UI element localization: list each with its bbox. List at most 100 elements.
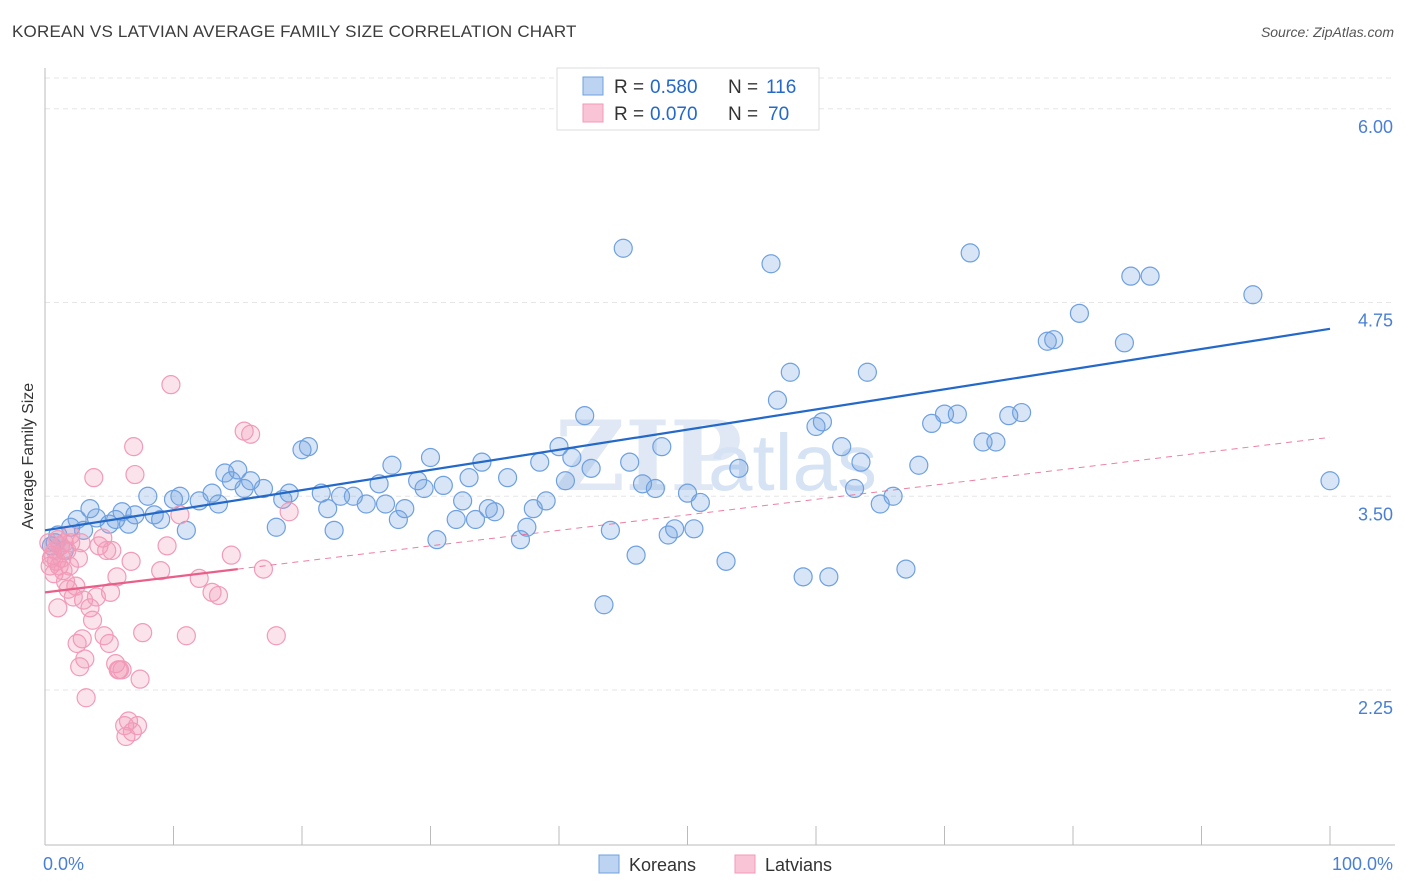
stats-legend: R = 0.580 N = 116 R = 0.070 N = 70 bbox=[556, 67, 820, 131]
korean-point bbox=[414, 478, 434, 499]
korean-point bbox=[324, 520, 344, 540]
y-tick-label: 2.25 bbox=[1358, 698, 1393, 718]
korean-point bbox=[485, 502, 505, 522]
latvian-point bbox=[54, 533, 74, 553]
korean-point bbox=[395, 499, 415, 519]
korean-n-label: N = bbox=[728, 77, 758, 98]
latvian-point bbox=[107, 567, 127, 587]
latvian-point bbox=[266, 626, 286, 646]
korean-point bbox=[536, 491, 556, 511]
korean-point bbox=[453, 491, 473, 511]
korean-point bbox=[356, 494, 376, 514]
korean-n-value: 116 bbox=[766, 77, 796, 98]
axes bbox=[44, 68, 1395, 846]
latvian-point bbox=[121, 551, 141, 571]
latvian-r-value: 0.070 bbox=[650, 104, 698, 125]
legend-koreans-swatch bbox=[598, 854, 620, 874]
latvian-r-label: R = bbox=[614, 104, 644, 125]
korean-point bbox=[433, 475, 453, 495]
latvian-point bbox=[99, 633, 119, 654]
korean-point bbox=[555, 471, 576, 491]
korean-r-value: 0.580 bbox=[650, 77, 698, 98]
korean-point bbox=[761, 254, 781, 274]
korean-point bbox=[382, 455, 402, 475]
korean-point bbox=[960, 243, 980, 263]
latvian-point bbox=[130, 669, 150, 689]
watermark-atlas: atlas bbox=[708, 418, 877, 507]
latvian-point bbox=[122, 722, 142, 742]
korean-point bbox=[388, 509, 408, 530]
latvian-point bbox=[133, 623, 153, 643]
latvian-n-value: 70 bbox=[768, 104, 789, 125]
korean-point bbox=[896, 559, 916, 579]
korean-point bbox=[1044, 330, 1064, 350]
x-tick-label-min: 0.0% bbox=[43, 854, 84, 874]
y-tick-labels: 2.25 3.50 4.75 6.00 bbox=[1358, 117, 1393, 718]
korean-point bbox=[1114, 333, 1135, 353]
korean-point bbox=[600, 520, 621, 540]
chart-title: KOREAN VS LATVIAN AVERAGE FAMILY SIZE CO… bbox=[12, 22, 577, 41]
korean-point bbox=[562, 447, 582, 468]
latvian-point bbox=[75, 649, 95, 669]
korean-point bbox=[1320, 471, 1340, 491]
latvian-point bbox=[48, 598, 68, 618]
korean-point bbox=[1037, 331, 1057, 351]
korean-point bbox=[517, 517, 537, 537]
korean-point bbox=[883, 486, 903, 506]
latvian-point bbox=[124, 437, 144, 457]
latvian-point bbox=[80, 598, 100, 618]
korean-point bbox=[1243, 285, 1263, 305]
korean-point bbox=[986, 432, 1006, 452]
korean-point bbox=[844, 478, 865, 499]
korean-point bbox=[665, 519, 685, 539]
latvian-point bbox=[82, 610, 103, 630]
korean-point bbox=[909, 455, 929, 475]
latvian-n-label: N = bbox=[728, 104, 758, 125]
korean-point bbox=[465, 509, 486, 530]
korean-point bbox=[729, 458, 749, 478]
korean-point bbox=[459, 468, 479, 488]
korean-point bbox=[1069, 303, 1090, 323]
korean-r-label: R = bbox=[614, 77, 644, 98]
latvian-point bbox=[253, 559, 274, 579]
source-credit: Source: ZipAtlas.com bbox=[1260, 24, 1394, 40]
korean-point bbox=[832, 437, 852, 457]
latvian-point bbox=[127, 716, 148, 736]
korean-point bbox=[632, 474, 653, 494]
latvian-point bbox=[176, 626, 196, 646]
latvian-trend-extension bbox=[237, 436, 1331, 570]
korean-point bbox=[645, 478, 665, 499]
latvian-point bbox=[118, 711, 139, 731]
latvian-point bbox=[125, 464, 145, 485]
latvian-point bbox=[84, 468, 104, 488]
korean-point bbox=[947, 404, 967, 424]
korean-point bbox=[498, 468, 518, 488]
latvian-point bbox=[102, 540, 122, 561]
legend-latvians-label: Latvians bbox=[765, 855, 832, 875]
korean-point bbox=[375, 494, 396, 514]
korean-point bbox=[575, 406, 595, 426]
korean-point bbox=[677, 483, 698, 503]
latvian-point bbox=[76, 688, 96, 708]
x-tick-label-max: 100.0% bbox=[1332, 854, 1393, 874]
korean-point bbox=[922, 413, 942, 433]
legend-koreans-label: Koreans bbox=[629, 855, 696, 875]
korean-point bbox=[298, 437, 319, 457]
korean-point bbox=[581, 458, 601, 478]
korean-point bbox=[202, 483, 222, 503]
latvian-point bbox=[61, 525, 81, 545]
korean-point bbox=[812, 412, 833, 432]
korean-point bbox=[234, 478, 254, 499]
korean-point bbox=[446, 509, 466, 530]
korean-point bbox=[690, 492, 710, 513]
korean-point bbox=[1011, 402, 1032, 423]
korean-point bbox=[1140, 266, 1160, 286]
korean-point bbox=[767, 390, 788, 410]
trend-lines bbox=[44, 327, 1331, 594]
korean-point bbox=[851, 452, 871, 472]
korean-point bbox=[170, 486, 190, 506]
korean-point bbox=[684, 519, 704, 539]
y-tick-label: 3.50 bbox=[1358, 504, 1393, 524]
series-legend: Koreans Latvians bbox=[598, 854, 832, 875]
